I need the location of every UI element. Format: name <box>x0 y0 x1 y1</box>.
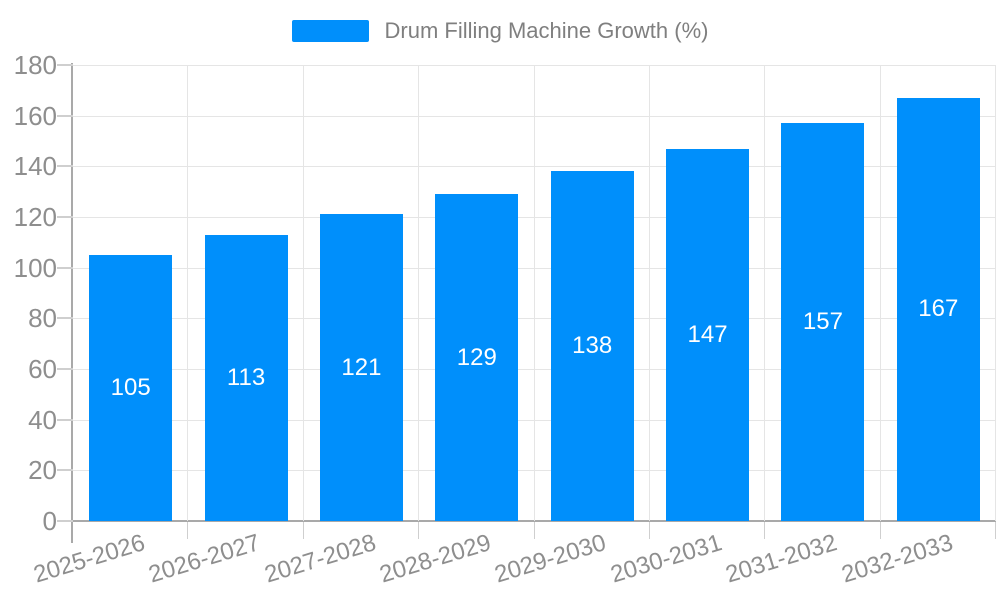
x-axis-label: 2031-2032 <box>722 529 841 589</box>
gridline-horizontal <box>73 115 996 117</box>
bar: 121 <box>319 214 403 521</box>
bar-value-label: 129 <box>456 343 497 371</box>
y-axis-label: 160 <box>13 100 57 131</box>
gridline-horizontal <box>73 470 996 472</box>
y-axis-label: 120 <box>13 202 57 232</box>
y-axis-label: 40 <box>28 404 57 435</box>
y-axis-tick <box>57 317 73 320</box>
x-axis-tick <box>995 522 996 539</box>
gridline-horizontal <box>73 65 996 66</box>
gridline-vertical <box>648 65 650 521</box>
bar-value-label: 157 <box>802 308 843 336</box>
gridline-vertical <box>764 65 766 521</box>
gridline-horizontal <box>73 217 996 218</box>
x-axis-tick <box>187 522 189 539</box>
x-axis-label: 2025-2026 <box>30 529 148 589</box>
gridline-vertical <box>533 65 535 521</box>
gridline-vertical <box>187 65 189 521</box>
y-axis-tick <box>57 418 73 421</box>
y-axis-tick <box>57 216 73 218</box>
bar: 157 <box>781 123 865 521</box>
bar-value-label: 121 <box>341 353 382 381</box>
legend-item[interactable]: Drum Filling Machine Growth (%) <box>0 20 1000 42</box>
x-axis-line <box>71 520 996 522</box>
bar-value-label: 105 <box>110 374 151 401</box>
bar: 105 <box>89 255 173 521</box>
x-axis-label: 2027-2028 <box>261 529 379 589</box>
legend-label: Drum Filling Machine Growth (%) <box>384 18 709 43</box>
gridline-vertical <box>302 65 304 521</box>
gridline-horizontal <box>73 318 996 320</box>
x-axis-tick <box>879 522 881 539</box>
x-axis-tick <box>648 522 650 539</box>
bar-value-label: 138 <box>572 332 613 360</box>
bar: 147 <box>666 148 750 521</box>
bar-value-label: 147 <box>687 320 728 348</box>
bar-value-label: 113 <box>226 363 266 391</box>
bar: 113 <box>204 234 288 521</box>
x-axis-label: 2026-2027 <box>145 529 264 589</box>
y-axis-label: 100 <box>13 252 57 283</box>
gridline-vertical <box>879 65 881 521</box>
x-axis-tick <box>302 522 304 539</box>
x-axis-tick <box>764 522 766 539</box>
y-axis-tick <box>57 64 73 66</box>
x-axis-label: 2032-2033 <box>837 529 956 589</box>
y-axis-label: 80 <box>28 303 57 334</box>
gridline-horizontal <box>73 267 996 269</box>
y-axis-tick <box>57 165 73 168</box>
legend-swatch <box>291 20 369 42</box>
bar: 129 <box>435 194 519 521</box>
x-axis-tick <box>533 522 535 539</box>
gridline-vertical <box>995 65 996 521</box>
gridline-vertical <box>418 65 420 521</box>
plot-area: 105 113 121 129 138 147 157 167 <box>73 65 996 521</box>
x-axis-label: 2029-2030 <box>491 529 610 589</box>
y-axis-label: 60 <box>28 354 57 384</box>
y-axis-label: 20 <box>28 455 57 486</box>
y-axis-tick <box>57 368 73 370</box>
gridline-horizontal <box>73 419 996 421</box>
y-axis-tick <box>57 266 73 269</box>
gridline-horizontal <box>73 369 996 370</box>
x-axis-label: 2028-2029 <box>376 529 495 589</box>
y-axis-tick <box>57 520 73 522</box>
bar: 138 <box>550 171 634 521</box>
y-axis-label: 180 <box>13 50 57 80</box>
y-axis-tick <box>57 114 73 117</box>
x-axis-label: 2030-2031 <box>607 529 725 589</box>
y-axis-label: 0 <box>42 506 57 536</box>
y-axis-tick <box>57 469 73 472</box>
y-axis-line <box>71 63 73 543</box>
gridline-horizontal <box>73 166 996 168</box>
bar-value-label: 167 <box>918 295 959 323</box>
x-axis-tick <box>418 522 420 539</box>
y-axis-label: 140 <box>13 151 57 182</box>
bar: 167 <box>896 97 980 521</box>
